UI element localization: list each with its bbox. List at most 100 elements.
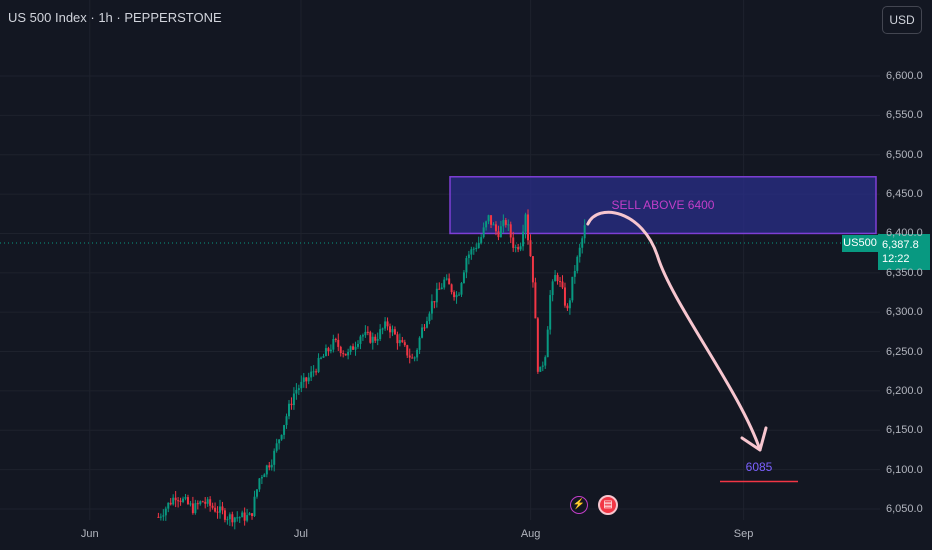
candle-body — [485, 221, 488, 228]
bar-countdown: 12:22 — [882, 253, 910, 266]
candle-body — [179, 500, 182, 502]
candle-body — [275, 443, 278, 451]
candle-body — [517, 247, 520, 250]
candle-body — [177, 500, 180, 502]
candle-body — [546, 329, 549, 358]
candle-body — [470, 249, 473, 255]
candle-body — [406, 345, 409, 356]
candle-body — [421, 327, 424, 338]
candle-body — [241, 512, 244, 518]
candle-body — [233, 517, 236, 523]
y-tick-label: 6,200.0 — [886, 384, 923, 397]
candle-body — [167, 502, 170, 509]
candle-body — [393, 329, 396, 335]
candle-body — [583, 225, 586, 239]
candle-body — [226, 519, 229, 521]
candle-body — [453, 292, 456, 298]
candle-body — [433, 301, 436, 303]
candle-body — [462, 272, 465, 284]
candle-body — [209, 499, 212, 506]
candle-body — [534, 282, 537, 319]
candle-body — [475, 248, 478, 250]
candle-body — [369, 332, 372, 343]
candle-body — [302, 377, 305, 382]
candle-body — [287, 403, 290, 417]
price-scale[interactable] — [880, 0, 932, 550]
candle-body — [310, 371, 313, 378]
candle-body — [332, 338, 335, 350]
candle-body — [435, 288, 438, 303]
candle-body — [199, 501, 202, 505]
candle-body — [455, 294, 458, 298]
candle-body — [315, 371, 318, 373]
sell-zone-label: SELL ABOVE 6400 — [611, 198, 715, 213]
candle-body — [578, 247, 581, 257]
candle-body — [561, 281, 564, 288]
candle-body — [270, 464, 273, 468]
candle-body — [522, 231, 525, 247]
candle-body — [428, 313, 431, 322]
candle-body — [554, 275, 557, 282]
candle-body — [566, 305, 569, 309]
candle-body — [246, 515, 249, 521]
candle-body — [460, 283, 463, 295]
candle-body — [504, 220, 507, 225]
target-label: 6085 — [745, 460, 773, 475]
candle-body — [529, 240, 532, 257]
candle-body — [411, 357, 414, 359]
candle-body — [327, 348, 330, 352]
candle-body — [243, 512, 246, 521]
candle-body — [477, 242, 480, 249]
candle-body — [312, 371, 315, 373]
candle-body — [300, 381, 303, 389]
candle-body — [502, 220, 505, 227]
candle-body — [472, 248, 475, 250]
candle-body — [361, 335, 364, 337]
candle-body — [364, 331, 367, 336]
candle-body — [305, 377, 308, 382]
candle-body — [206, 499, 209, 504]
last-price: 6,387.8 — [882, 239, 919, 252]
candle-body — [512, 237, 515, 248]
candle-body — [443, 279, 446, 288]
candle-body — [494, 224, 497, 232]
candle-body — [480, 237, 483, 243]
x-tick-label: Jul — [293, 528, 308, 540]
candle-body — [292, 393, 295, 406]
candle-body — [408, 355, 411, 358]
currency-button[interactable]: USD — [882, 6, 922, 34]
candle-body — [238, 517, 241, 519]
candle-body — [563, 287, 566, 306]
candle-body — [359, 336, 362, 344]
candle-body — [320, 357, 323, 359]
candle-body — [265, 465, 268, 475]
lightning-icon[interactable]: ⚡ — [570, 496, 588, 514]
candle-body — [278, 439, 281, 444]
candle-body — [381, 328, 384, 330]
candle-body — [568, 300, 571, 309]
candle-body — [349, 346, 352, 352]
candle-body — [573, 270, 576, 277]
candle-body — [413, 357, 416, 359]
us-flag-icon[interactable]: ▤ — [598, 495, 618, 515]
chart-area[interactable] — [0, 0, 880, 550]
sell-zone-box — [449, 176, 877, 235]
y-tick-label: 6,100.0 — [886, 463, 923, 476]
candle-body — [556, 275, 559, 282]
candle-body — [465, 258, 468, 273]
candle-body — [268, 465, 271, 468]
candle-body — [219, 506, 221, 513]
candle-body — [430, 301, 433, 314]
candle-body — [204, 501, 207, 504]
candle-body — [371, 336, 374, 343]
candle-body — [342, 353, 345, 355]
candle-body — [334, 338, 337, 340]
price-chart[interactable] — [0, 0, 880, 550]
candle-body — [386, 321, 389, 327]
candle-body — [531, 256, 534, 283]
candle-body — [339, 346, 342, 354]
candle-body — [186, 497, 189, 504]
candle-body — [214, 507, 217, 512]
candle-body — [162, 515, 165, 517]
y-tick-label: 6,600.0 — [886, 70, 923, 82]
